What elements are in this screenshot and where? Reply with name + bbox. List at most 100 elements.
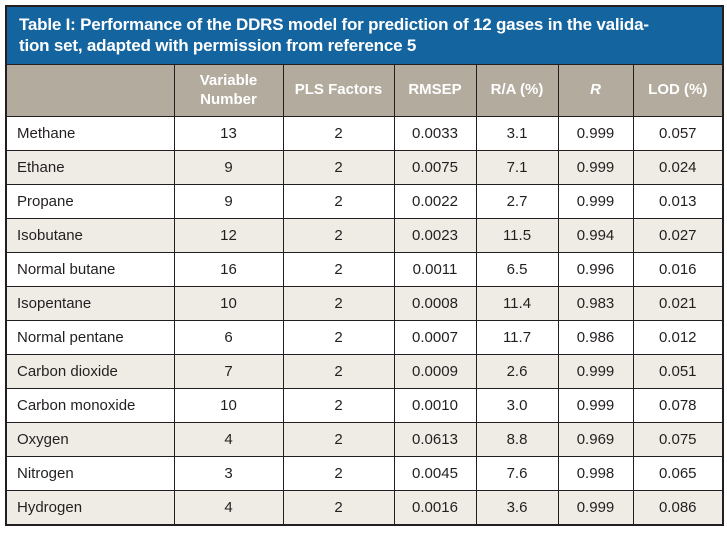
column-header-lod-percent: LOD (%) (632, 64, 724, 117)
rmsep-cell: 0.0011 (393, 252, 477, 287)
rmsep-cell: 0.0016 (393, 490, 477, 525)
gas-name-cell: Ethane (5, 150, 175, 185)
lod-percent-cell: 0.051 (632, 354, 724, 389)
pls-factors-cell: 2 (282, 218, 395, 253)
r-cell: 0.999 (557, 388, 634, 423)
ra-percent-cell: 7.6 (475, 456, 559, 491)
gas-name-cell: Propane (5, 184, 175, 219)
r-cell: 0.986 (557, 320, 634, 355)
pls-factors-cell: 2 (282, 456, 395, 491)
pls-factors-cell: 2 (282, 150, 395, 185)
table-row: Isopentane 10 2 0.0008 11.4 0.983 0.021 (5, 286, 724, 321)
table-row: Methane 13 2 0.0033 3.1 0.999 0.057 (5, 116, 724, 151)
column-header-gas (5, 64, 175, 117)
rmsep-cell: 0.0010 (393, 388, 477, 423)
variable-number-cell: 6 (173, 320, 284, 355)
ra-percent-cell: 7.1 (475, 150, 559, 185)
pls-factors-cell: 2 (282, 354, 395, 389)
variable-number-cell: 10 (173, 388, 284, 423)
table-title-line2: tion set, adapted with permission from r… (19, 36, 417, 55)
pls-factors-cell: 2 (282, 286, 395, 321)
rmsep-cell: 0.0023 (393, 218, 477, 253)
r-cell: 0.969 (557, 422, 634, 457)
title-row: Table I: Performance of the DDRS model f… (5, 5, 724, 65)
pls-factors-cell: 2 (282, 422, 395, 457)
r-cell: 0.999 (557, 184, 634, 219)
gas-name-cell: Isopentane (5, 286, 175, 321)
table-row: Normal butane 16 2 0.0011 6.5 0.996 0.016 (5, 252, 724, 287)
variable-number-cell: 12 (173, 218, 284, 253)
lod-percent-cell: 0.016 (632, 252, 724, 287)
table-row: Propane 9 2 0.0022 2.7 0.999 0.013 (5, 184, 724, 219)
column-header-ra-percent: R/A (%) (475, 64, 559, 117)
lod-percent-cell: 0.027 (632, 218, 724, 253)
variable-number-cell: 9 (173, 184, 284, 219)
r-cell: 0.999 (557, 116, 634, 151)
table-row: Oxygen 4 2 0.0613 8.8 0.969 0.075 (5, 422, 724, 457)
r-cell: 0.996 (557, 252, 634, 287)
pls-factors-cell: 2 (282, 184, 395, 219)
rmsep-cell: 0.0008 (393, 286, 477, 321)
ra-percent-cell: 2.6 (475, 354, 559, 389)
rmsep-cell: 0.0007 (393, 320, 477, 355)
rmsep-cell: 0.0022 (393, 184, 477, 219)
rmsep-cell: 0.0033 (393, 116, 477, 151)
r-cell: 0.999 (557, 490, 634, 525)
lod-percent-cell: 0.086 (632, 490, 724, 525)
ra-percent-cell: 3.0 (475, 388, 559, 423)
r-cell: 0.983 (557, 286, 634, 321)
rmsep-cell: 0.0045 (393, 456, 477, 491)
column-header-variable-number: Variable Number (173, 64, 284, 117)
column-header-r: R (557, 64, 634, 117)
gas-name-cell: Methane (5, 116, 175, 151)
r-cell: 0.999 (557, 150, 634, 185)
ra-percent-cell: 8.8 (475, 422, 559, 457)
gas-name-cell: Normal pentane (5, 320, 175, 355)
ra-percent-cell: 11.4 (475, 286, 559, 321)
rmsep-cell: 0.0613 (393, 422, 477, 457)
table-row: Carbon monoxide 10 2 0.0010 3.0 0.999 0.078 (5, 388, 724, 423)
lod-percent-cell: 0.013 (632, 184, 724, 219)
gas-name-cell: Carbon monoxide (5, 388, 175, 423)
gas-name-cell: Carbon dioxide (5, 354, 175, 389)
r-cell: 0.998 (557, 456, 634, 491)
lod-percent-cell: 0.078 (632, 388, 724, 423)
table-title-line1: Table I: Performance of the DDRS model f… (19, 15, 649, 34)
variable-number-cell: 7 (173, 354, 284, 389)
lod-percent-cell: 0.021 (632, 286, 724, 321)
gas-name-cell: Normal butane (5, 252, 175, 287)
table-body: Methane 13 2 0.0033 3.1 0.999 0.057 Ethane 9 2 0.0… (5, 116, 724, 525)
variable-number-cell: 4 (173, 422, 284, 457)
ra-percent-cell: 2.7 (475, 184, 559, 219)
r-cell: 0.994 (557, 218, 634, 253)
table-title: Table I: Performance of the DDRS model f… (5, 5, 724, 65)
table-row: Ethane 9 2 0.0075 7.1 0.999 0.024 (5, 150, 724, 185)
table-row: Isobutane 12 2 0.0023 11.5 0.994 0.027 (5, 218, 724, 253)
column-header-rmsep: RMSEP (393, 64, 477, 117)
gas-name-cell: Oxygen (5, 422, 175, 457)
table-row: Carbon dioxide 7 2 0.0009 2.6 0.999 0.051 (5, 354, 724, 389)
pls-factors-cell: 2 (282, 388, 395, 423)
ra-percent-cell: 11.7 (475, 320, 559, 355)
ra-percent-cell: 3.1 (475, 116, 559, 151)
variable-number-cell: 16 (173, 252, 284, 287)
pls-factors-cell: 2 (282, 252, 395, 287)
gas-name-cell: Nitrogen (5, 456, 175, 491)
variable-number-cell: 10 (173, 286, 284, 321)
table-row: Hydrogen 4 2 0.0016 3.6 0.999 0.086 (5, 490, 724, 525)
table-row: Normal pentane 6 2 0.0007 11.7 0.986 0.012 (5, 320, 724, 355)
variable-number-cell: 4 (173, 490, 284, 525)
performance-table: Table I: Performance of the DDRS model f… (5, 5, 724, 526)
lod-percent-cell: 0.065 (632, 456, 724, 491)
ra-percent-cell: 6.5 (475, 252, 559, 287)
lod-percent-cell: 0.057 (632, 116, 724, 151)
column-header-pls-factors: PLS Factors (282, 64, 395, 117)
ra-percent-cell: 11.5 (475, 218, 559, 253)
rmsep-cell: 0.0009 (393, 354, 477, 389)
variable-number-cell: 9 (173, 150, 284, 185)
variable-number-cell: 13 (173, 116, 284, 151)
pls-factors-cell: 2 (282, 490, 395, 525)
gas-name-cell: Hydrogen (5, 490, 175, 525)
column-header-row: Variable Number PLS Factors RMSEP R/A (%… (5, 64, 724, 117)
